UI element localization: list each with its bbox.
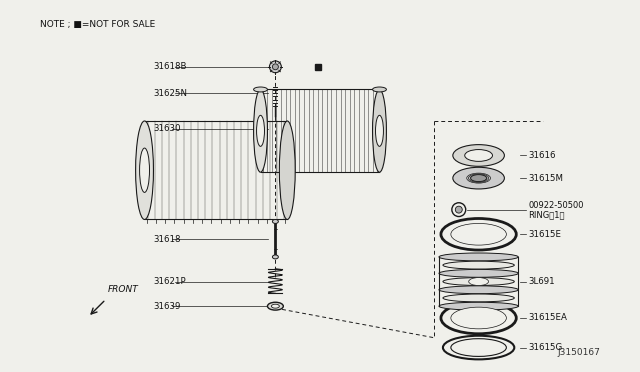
Text: 31615EA: 31615EA	[528, 314, 567, 323]
Ellipse shape	[441, 218, 516, 250]
Ellipse shape	[273, 64, 278, 70]
Ellipse shape	[453, 167, 504, 189]
Ellipse shape	[439, 253, 518, 261]
Text: FRONT: FRONT	[108, 285, 139, 294]
Text: 31615G: 31615G	[528, 343, 563, 352]
Ellipse shape	[136, 121, 154, 219]
Text: 31618B: 31618B	[154, 62, 187, 71]
Ellipse shape	[439, 286, 518, 294]
Text: 31618: 31618	[154, 235, 181, 244]
Text: 00922-50500: 00922-50500	[528, 201, 584, 210]
Ellipse shape	[140, 148, 150, 192]
Ellipse shape	[271, 304, 279, 308]
Ellipse shape	[441, 302, 516, 334]
Ellipse shape	[273, 255, 278, 259]
Ellipse shape	[253, 89, 268, 172]
Ellipse shape	[439, 269, 518, 277]
Text: J3150167: J3150167	[558, 348, 601, 357]
Ellipse shape	[453, 145, 504, 166]
Text: 31621P: 31621P	[154, 277, 186, 286]
Ellipse shape	[257, 115, 264, 146]
Ellipse shape	[253, 87, 268, 92]
Ellipse shape	[451, 339, 506, 356]
Text: 31615E: 31615E	[528, 230, 561, 239]
Ellipse shape	[376, 115, 383, 146]
Text: 31615M: 31615M	[528, 174, 563, 183]
Ellipse shape	[465, 150, 493, 161]
Ellipse shape	[443, 294, 515, 302]
Ellipse shape	[470, 175, 486, 182]
Text: 3L691: 3L691	[528, 277, 555, 286]
Text: 31630: 31630	[154, 124, 181, 134]
Ellipse shape	[443, 278, 515, 285]
Ellipse shape	[273, 219, 278, 224]
Ellipse shape	[279, 121, 295, 219]
Ellipse shape	[443, 336, 515, 359]
Ellipse shape	[372, 87, 387, 92]
Ellipse shape	[268, 302, 284, 310]
Text: RING（1）: RING（1）	[528, 210, 564, 219]
Text: 31639: 31639	[154, 302, 181, 311]
Text: 31625N: 31625N	[154, 89, 188, 98]
Ellipse shape	[269, 61, 282, 73]
Ellipse shape	[455, 206, 462, 213]
Ellipse shape	[468, 278, 488, 285]
Text: 31616: 31616	[528, 151, 556, 160]
Ellipse shape	[451, 307, 506, 329]
Ellipse shape	[372, 89, 387, 172]
Ellipse shape	[451, 224, 506, 245]
Text: NOTE ; ■=NOT FOR SALE: NOTE ; ■=NOT FOR SALE	[40, 20, 156, 29]
Ellipse shape	[439, 302, 518, 310]
Ellipse shape	[443, 261, 515, 269]
